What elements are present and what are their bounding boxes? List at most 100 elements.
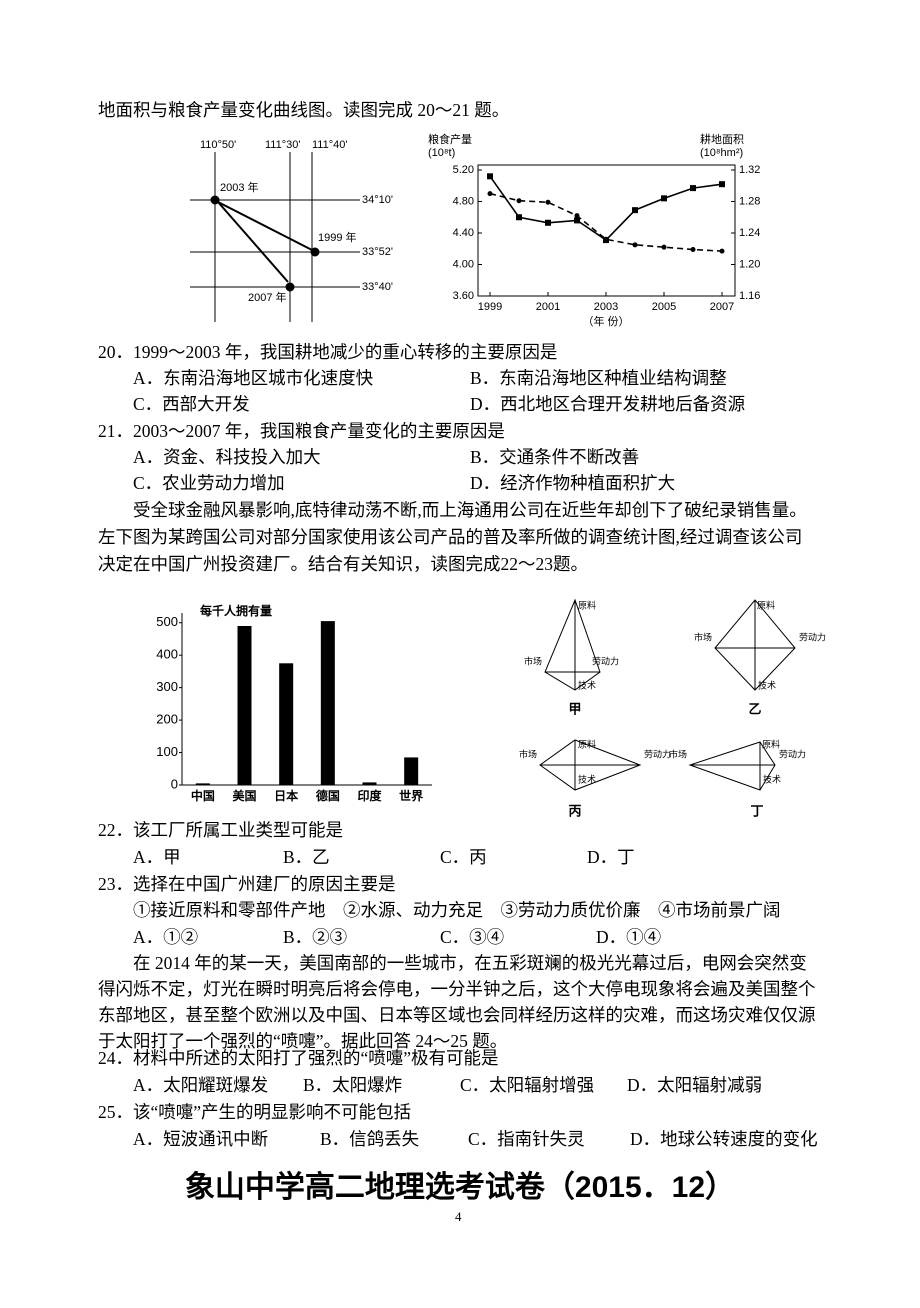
x-tick-label: 1999 — [478, 301, 502, 313]
paragraph-line: 于太阳打了一个强烈的“喷嚏”。据此回答 24～25 题。 — [98, 1031, 508, 1051]
diagram-shapes — [539, 598, 796, 791]
y-label: 每千人拥有量 — [200, 603, 272, 618]
option: A．甲 — [133, 847, 181, 867]
bar — [279, 663, 294, 785]
option: C．③④ — [440, 927, 505, 947]
point-label: 2003 年 — [220, 180, 259, 194]
diagram-name: 甲 — [568, 701, 581, 716]
y-tick-label: 4.40 — [453, 227, 474, 239]
bar — [195, 783, 210, 785]
point — [661, 195, 667, 202]
y2-tick-label: 1.32 — [739, 164, 760, 176]
bar — [320, 621, 335, 785]
option: B．东南沿海地区种植业结构调整 — [470, 368, 727, 388]
y-tick-label: 0 — [171, 776, 178, 791]
bar — [237, 625, 252, 785]
paragraph-line: 受全球金融风暴影响,底特律动荡不断,而上海通用公司在近些年却创下了破纪录销售量。 — [133, 500, 807, 520]
point — [603, 236, 609, 242]
lat-label: 33°40' — [362, 281, 393, 293]
diagram-label: 原料 — [757, 599, 775, 610]
lat-label: 33°52' — [362, 246, 393, 258]
point — [545, 219, 551, 226]
axis — [181, 613, 432, 786]
x-tick-label: 日本 — [274, 788, 298, 803]
point — [574, 217, 580, 224]
bar — [404, 757, 419, 785]
y-tick-label: 4.00 — [453, 258, 474, 270]
y2-tick-label: 1.20 — [739, 258, 760, 270]
diagram-label: 市场 — [519, 748, 537, 759]
diagram-name: 丁 — [750, 803, 763, 818]
paragraph-line: 左下图为某跨国公司对部分国家使用该公司产品的普及率所做的调查统计图,经过调查该公… — [98, 527, 803, 547]
point — [487, 191, 493, 197]
diagram-label: 市场 — [669, 748, 687, 759]
diagram-label: 技术 — [578, 679, 596, 690]
diagram-label: 原料 — [578, 599, 596, 610]
paragraph-line: 东部地区，甚至整个欧洲以及中国、日本等区域也会同样经历这样的灾难，而这场灾难仅仅… — [98, 1005, 816, 1025]
lon-label: 110°50' — [200, 139, 236, 151]
x-tick-label: 美国 — [232, 788, 256, 803]
point — [545, 199, 551, 205]
diagram-label: 劳动力 — [799, 631, 826, 642]
option: A．短波通讯中断 — [133, 1129, 269, 1149]
option: D．西北地区合理开发耕地后备资源 — [470, 394, 746, 414]
option: A．太阳耀斑爆发 — [133, 1075, 269, 1095]
option: D．①④ — [596, 927, 662, 947]
option: D．丁 — [587, 847, 635, 867]
x-tick-label: 中国 — [191, 788, 215, 803]
question-stem: 23．选择在中国广州建厂的原因主要是 — [98, 874, 396, 894]
paragraph-line: 得闪烁不定，灯光在瞬时明亮后将会停电，一分半钟之后，这个大停电现象将会遍及美国整… — [98, 979, 816, 999]
y-tick-label: 200 — [156, 712, 178, 727]
point — [516, 214, 522, 221]
option: B．乙 — [283, 847, 330, 867]
bar — [362, 782, 377, 785]
x-tick-label: 2005 — [652, 301, 676, 313]
option: A．资金、科技投入加大 — [133, 447, 321, 467]
x-tick-label: 2007 — [710, 301, 734, 313]
question-stem: 22．该工厂所属工业类型可能是 — [98, 820, 343, 840]
point — [516, 198, 522, 204]
diagram-label: 原料 — [762, 738, 780, 749]
point — [574, 213, 580, 219]
lat-label: 34°10' — [362, 194, 393, 206]
point-label: 1999 年 — [318, 230, 357, 244]
option: C．指南针失灵 — [468, 1129, 585, 1149]
paragraph-line: 在 2014 年的某一天，美国南部的一些城市，在五彩斑斓的极光光幕过后，电网会突… — [133, 953, 807, 973]
diagram-name: 乙 — [748, 701, 761, 716]
y-tick-label: 300 — [156, 679, 178, 694]
y-tick-label: 500 — [156, 614, 178, 629]
y2-tick-label: 1.28 — [739, 195, 760, 207]
x-label: （年 份） — [582, 314, 629, 328]
diagram-label: 劳动力 — [779, 748, 806, 759]
x-tick-label: 2003 — [594, 301, 618, 313]
y2-tick-label: 1.24 — [739, 227, 760, 239]
point — [719, 248, 725, 254]
y-tick-label: 100 — [156, 744, 178, 759]
lon-label: 111°40' — [312, 139, 347, 151]
diagram-label: 技术 — [578, 773, 596, 784]
point — [632, 207, 638, 214]
point — [661, 244, 667, 250]
point — [487, 173, 493, 180]
option: C．太阳辐射增强 — [460, 1075, 595, 1095]
x-tick-label: 2001 — [536, 301, 560, 313]
x-tick-label: 世界 — [399, 788, 423, 803]
point — [690, 247, 696, 253]
y-label: 粮食产量 — [428, 132, 472, 146]
question-stem: 25．该“喷嚏”产生的明显影响不可能包括 — [98, 1102, 412, 1122]
y2-label: (10⁸hm²) — [700, 147, 743, 159]
point — [690, 185, 696, 192]
diagram-label: 原料 — [578, 738, 596, 749]
question-stem: 20．1999～2003 年，我国耕地减少的重心转移的主要原因是 — [98, 342, 558, 362]
map — [190, 152, 360, 322]
option: C．农业劳动力增加 — [133, 473, 285, 493]
point-label: 2007 年 — [248, 290, 287, 304]
option: A．①② — [133, 927, 199, 947]
y-tick-label: 5.20 — [453, 164, 474, 176]
line — [489, 175, 723, 242]
y-tick-label: 400 — [156, 647, 178, 662]
diagram-name: 丙 — [568, 803, 581, 818]
x-tick-label: 印度 — [357, 788, 382, 803]
